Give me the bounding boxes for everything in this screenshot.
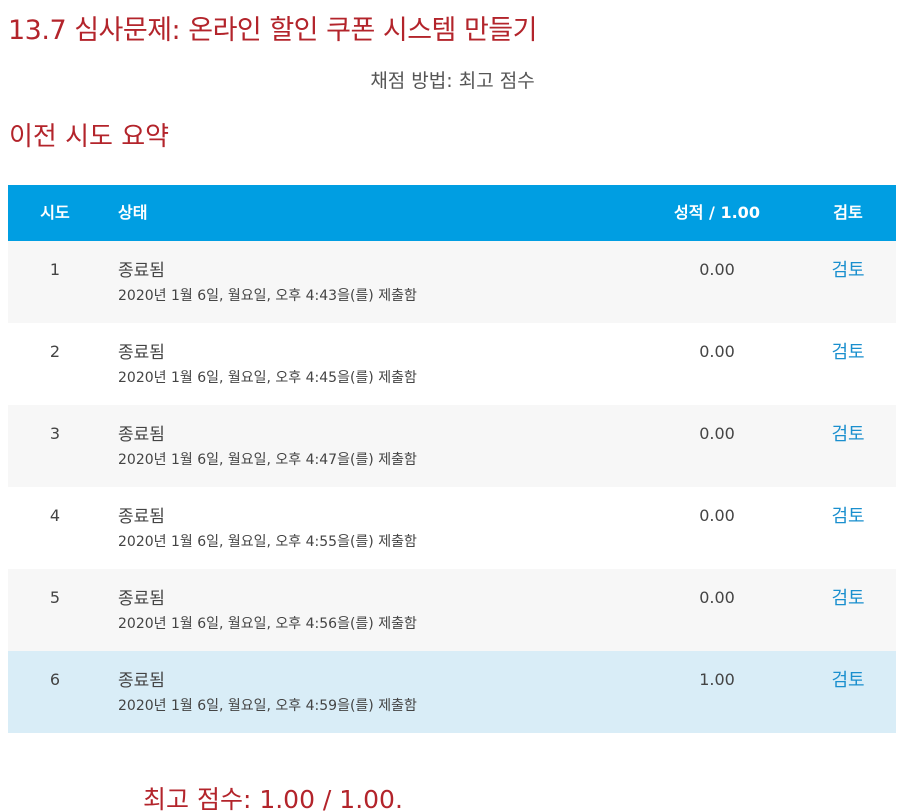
review-link[interactable]: 검토 bbox=[831, 424, 865, 445]
table-row: 5 종료됨 2020년 1월 6일, 월요일, 오후 4:56을(를) 제출함 … bbox=[8, 569, 896, 651]
attempt-submitted: 2020년 1월 6일, 월요일, 오후 4:47을(를) 제출함 bbox=[118, 452, 417, 468]
review-link[interactable]: 검토 bbox=[831, 342, 865, 363]
attempt-grade: 0.00 bbox=[699, 424, 735, 443]
table-row: 3 종료됨 2020년 1월 6일, 월요일, 오후 4:47을(를) 제출함 … bbox=[8, 405, 896, 487]
table-row: 4 종료됨 2020년 1월 6일, 월요일, 오후 4:55을(를) 제출함 … bbox=[8, 487, 896, 569]
review-link[interactable]: 검토 bbox=[831, 588, 865, 609]
quiz-title: 13.7 심사문제: 온라인 할인 쿠폰 시스템 만들기 bbox=[8, 15, 538, 46]
attempt-number: 2 bbox=[49, 342, 61, 361]
attempt-grade: 1.00 bbox=[699, 670, 735, 689]
attempt-submitted: 2020년 1월 6일, 월요일, 오후 4:43을(를) 제출함 bbox=[118, 288, 417, 304]
attempt-state: 종료됨 bbox=[118, 507, 165, 527]
grading-method: 채점 방법: 최고 점수 bbox=[370, 70, 535, 92]
attempt-state: 종료됨 bbox=[118, 425, 165, 445]
best-score: 최고 점수: 1.00 / 1.00. bbox=[143, 785, 403, 811]
attempt-state: 종료됨 bbox=[118, 589, 165, 609]
attempt-submitted: 2020년 1월 6일, 월요일, 오후 4:55을(를) 제출함 bbox=[118, 534, 417, 550]
review-link[interactable]: 검토 bbox=[831, 670, 865, 691]
summary-heading: 이전 시도 요약 bbox=[9, 122, 170, 152]
attempt-number: 1 bbox=[49, 260, 61, 279]
attempt-number: 4 bbox=[49, 506, 61, 525]
table-row: 2 종료됨 2020년 1월 6일, 월요일, 오후 4:45을(를) 제출함 … bbox=[8, 323, 896, 405]
attempt-number: 5 bbox=[49, 588, 61, 607]
attempts-table: 시도 상태 성적 / 1.00 검토 1 종료됨 2020년 1월 6일, 월요… bbox=[8, 185, 896, 733]
header-review: 검토 bbox=[833, 203, 863, 222]
review-link[interactable]: 검토 bbox=[831, 260, 865, 281]
attempt-number: 6 bbox=[49, 670, 61, 689]
attempt-submitted: 2020년 1월 6일, 월요일, 오후 4:45을(를) 제출함 bbox=[118, 370, 417, 386]
header-grade: 성적 / 1.00 bbox=[674, 203, 760, 222]
attempt-submitted: 2020년 1월 6일, 월요일, 오후 4:56을(를) 제출함 bbox=[118, 616, 417, 632]
attempt-submitted: 2020년 1월 6일, 월요일, 오후 4:59을(를) 제출함 bbox=[118, 698, 417, 714]
attempt-state: 종료됨 bbox=[118, 671, 165, 691]
attempt-grade: 0.00 bbox=[699, 260, 735, 279]
attempt-state: 종료됨 bbox=[118, 261, 165, 281]
attempt-grade: 0.00 bbox=[699, 588, 735, 607]
header-attempt: 시도 bbox=[40, 203, 70, 222]
review-link[interactable]: 검토 bbox=[831, 506, 865, 527]
attempt-number: 3 bbox=[49, 424, 61, 443]
attempt-state: 종료됨 bbox=[118, 343, 165, 363]
attempt-grade: 0.00 bbox=[699, 342, 735, 361]
table-row: 1 종료됨 2020년 1월 6일, 월요일, 오후 4:43을(를) 제출함 … bbox=[8, 241, 896, 323]
attempt-grade: 0.00 bbox=[699, 506, 735, 525]
table-header: 시도 상태 성적 / 1.00 검토 bbox=[8, 185, 896, 241]
table-row-best-attempt: 6 종료됨 2020년 1월 6일, 월요일, 오후 4:59을(를) 제출함 … bbox=[8, 651, 896, 733]
header-state: 상태 bbox=[118, 203, 148, 222]
